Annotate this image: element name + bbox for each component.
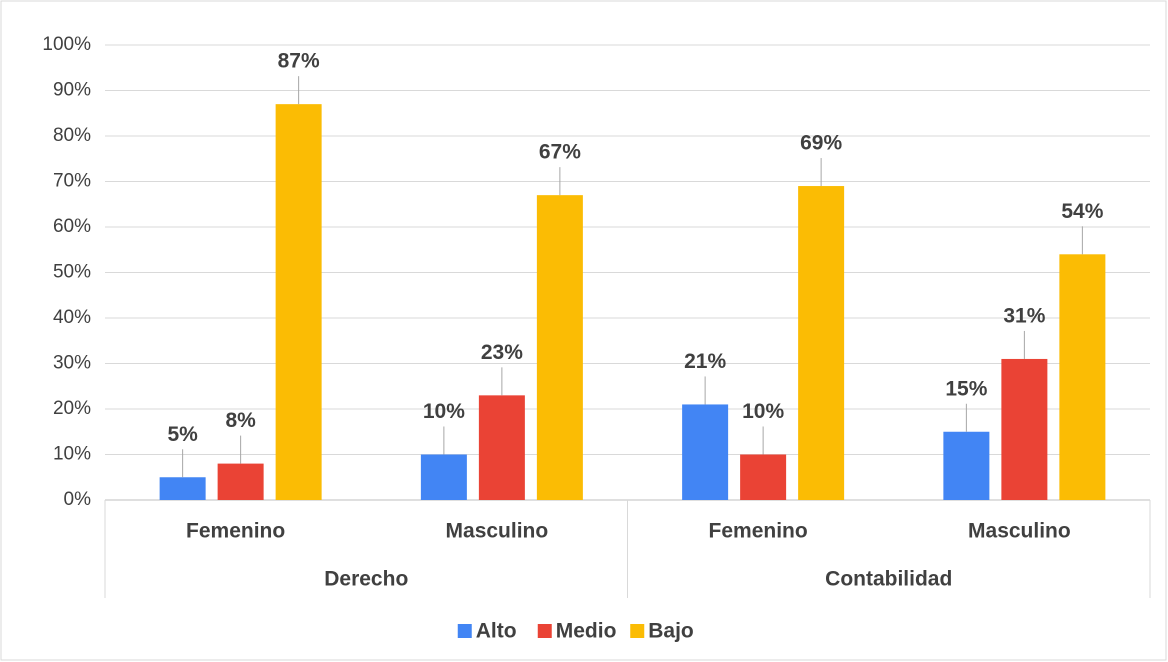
group-label: Derecho (324, 568, 408, 591)
x-tick-label: Masculino (968, 520, 1071, 543)
data-label: 54% (1061, 200, 1103, 223)
y-tick-label: 60% (53, 216, 91, 237)
bar (217, 463, 264, 500)
y-tick-label: 50% (53, 262, 91, 283)
y-tick-label: 10% (53, 444, 91, 465)
data-label: 5% (167, 423, 198, 446)
data-label: 67% (539, 141, 581, 164)
legend-swatch (537, 624, 552, 638)
data-label: 87% (278, 50, 320, 73)
y-tick-label: 70% (53, 171, 91, 192)
bar (536, 195, 583, 500)
bar (159, 477, 206, 500)
y-tick-label: 0% (64, 489, 92, 510)
y-tick-label: 20% (53, 398, 91, 419)
group-label: Contabilidad (825, 568, 952, 591)
legend-swatch (457, 624, 472, 638)
bar (1059, 254, 1106, 500)
bar (682, 404, 729, 500)
data-label: 23% (481, 341, 523, 364)
y-tick-label: 80% (53, 125, 91, 146)
legend-swatch (630, 624, 645, 638)
y-tick-label: 100% (42, 34, 91, 55)
legend-label: Bajo (648, 620, 694, 643)
data-label: 10% (742, 400, 784, 423)
x-tick-label: Masculino (446, 520, 549, 543)
y-tick-label: 90% (53, 80, 91, 101)
bar (740, 454, 787, 500)
data-label: 15% (945, 377, 987, 400)
data-label: 31% (1003, 304, 1045, 327)
data-label: 69% (800, 132, 842, 155)
bar (1001, 358, 1048, 500)
data-label: 21% (684, 350, 726, 373)
bar (943, 431, 990, 500)
y-tick-label: 30% (53, 353, 91, 374)
y-tick-label: 40% (53, 307, 91, 328)
legend-label: Medio (556, 620, 617, 643)
bar (798, 186, 845, 501)
data-label: 8% (225, 409, 256, 432)
bar (420, 454, 467, 500)
data-label: 10% (423, 400, 465, 423)
x-tick-label: Femenino (186, 520, 285, 543)
bar (478, 395, 525, 500)
x-tick-label: Femenino (709, 520, 808, 543)
legend-label: Alto (476, 620, 517, 643)
bar (275, 104, 322, 501)
